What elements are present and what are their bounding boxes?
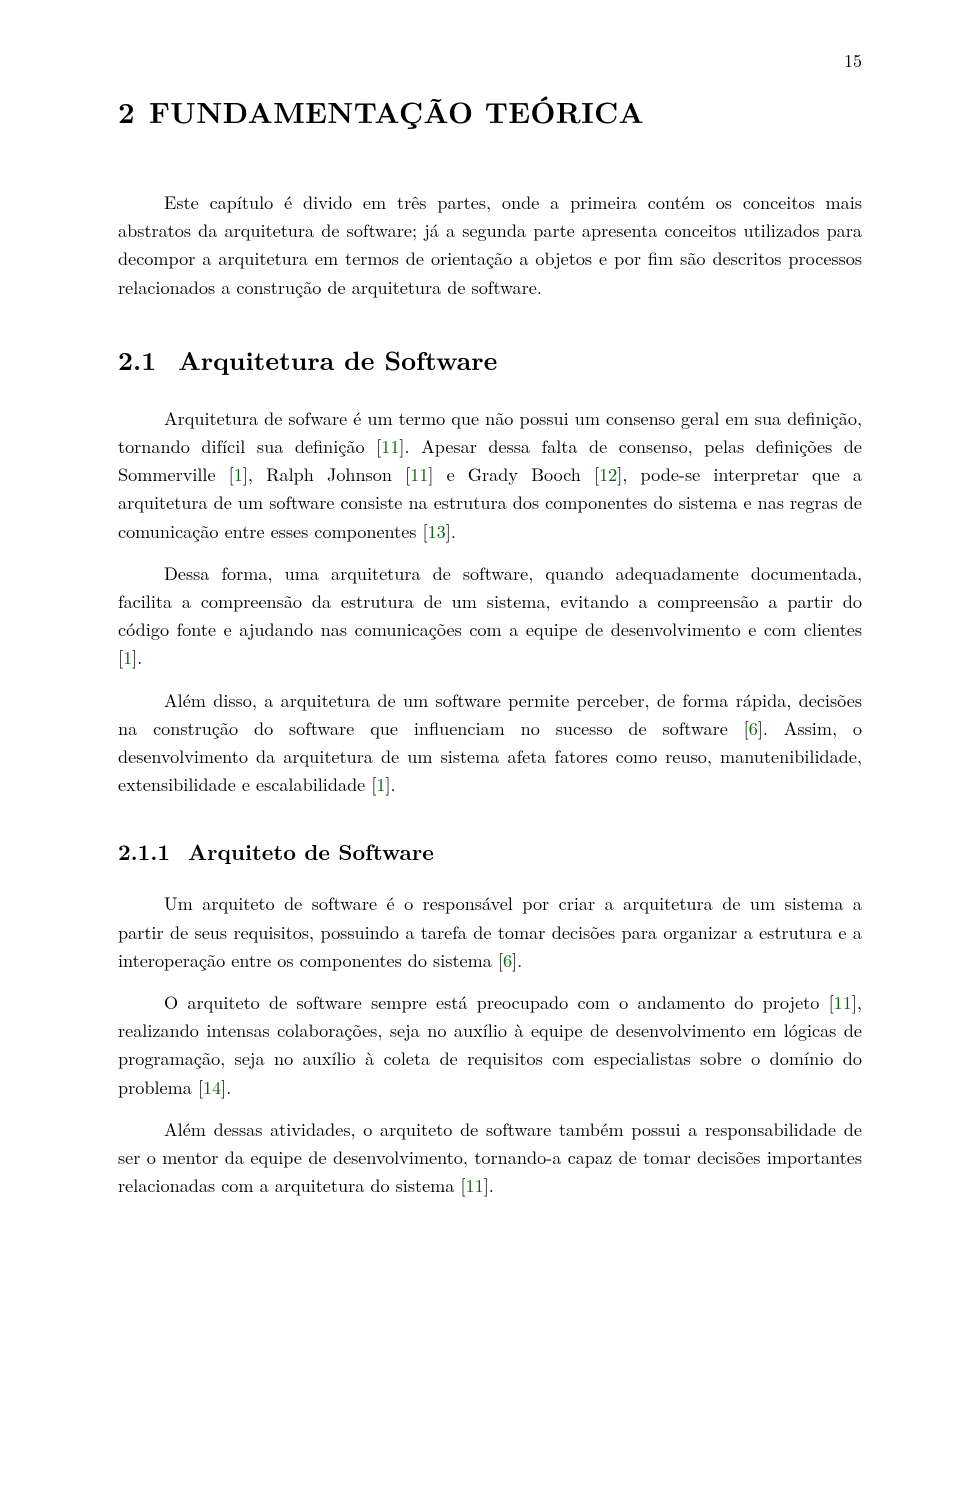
- subsection-number: 2.1.1: [118, 836, 170, 867]
- citation-link[interactable]: 12: [599, 461, 617, 487]
- citation-link[interactable]: 11: [410, 461, 428, 487]
- text-run: ].: [484, 1172, 494, 1198]
- citation-link[interactable]: 11: [834, 989, 852, 1015]
- body-paragraph: Além disso, a arquitetura de um software…: [118, 686, 862, 799]
- body-paragraph: Além dessas atividades, o arquiteto de s…: [118, 1115, 862, 1200]
- section-title-text: Arquitetura de Software: [178, 341, 497, 378]
- text-run: Um arquiteto de software é o responsável…: [118, 890, 862, 972]
- body-paragraph: Um arquiteto de software é o responsável…: [118, 889, 862, 974]
- text-run: O arquiteto de software sempre está preo…: [164, 989, 834, 1015]
- text-run: ], Ralph Johnson [: [243, 461, 410, 487]
- citation-link[interactable]: 13: [428, 518, 446, 544]
- section-number: 2.1: [118, 341, 156, 378]
- text-run: ] e Grady Booch [: [428, 461, 599, 487]
- citation-link[interactable]: 11: [466, 1172, 484, 1198]
- text-run: ].: [221, 1074, 231, 1100]
- text-run: Dessa forma, uma arquitetura de software…: [118, 560, 862, 671]
- page-number: 15: [844, 48, 862, 73]
- section-2-1-title: 2.1 Arquitetura de Software: [118, 341, 862, 378]
- text-run: ].: [512, 947, 522, 973]
- subsection-2-1-1-title: 2.1.1 Arquiteto de Software: [118, 836, 862, 867]
- text-run: ].: [132, 644, 142, 670]
- body-paragraph: Dessa forma, uma arquitetura de software…: [118, 559, 862, 672]
- chapter-title-text: FUNDAMENTAÇÃO TEÓRICA: [149, 90, 644, 132]
- citation-link[interactable]: 1: [234, 461, 243, 487]
- subsection-title-text: Arquiteto de Software: [188, 836, 434, 867]
- text-run: ].: [446, 518, 456, 544]
- citation-link[interactable]: 1: [123, 644, 132, 670]
- citation-link[interactable]: 6: [749, 715, 758, 741]
- text-run: ].: [385, 771, 395, 797]
- body-paragraph: O arquiteto de software sempre está preo…: [118, 988, 862, 1101]
- chapter-number: 2: [118, 90, 135, 132]
- page: 15 2 FUNDAMENTAÇÃO TEÓRICA Este capítulo …: [0, 0, 960, 1491]
- citation-link[interactable]: 14: [203, 1074, 221, 1100]
- citation-link[interactable]: 11: [381, 433, 399, 459]
- body-paragraph: Arquitetura de sofware é um termo que nã…: [118, 404, 862, 545]
- chapter-title: 2 FUNDAMENTAÇÃO TEÓRICA: [118, 90, 862, 132]
- chapter-intro-paragraph: Este capítulo é divido em três partes, o…: [118, 188, 862, 301]
- citation-link[interactable]: 6: [503, 947, 512, 973]
